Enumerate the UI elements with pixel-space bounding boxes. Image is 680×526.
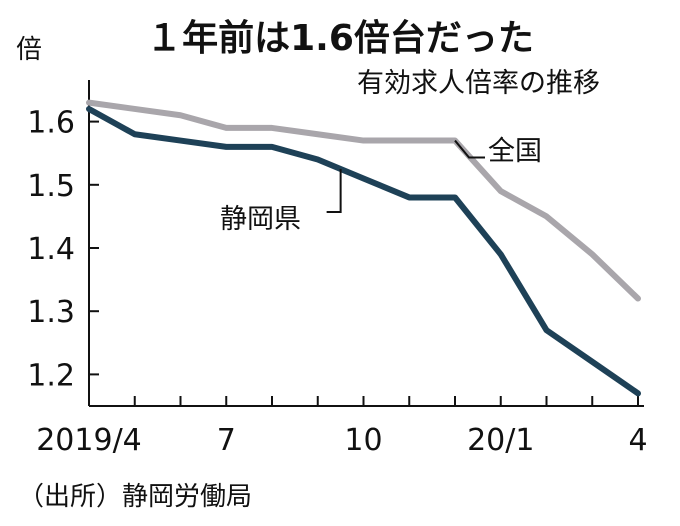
y-tick-label: 1.6 bbox=[27, 106, 75, 141]
y-tick-label: 1.2 bbox=[27, 358, 75, 393]
source-note: （出所）静岡労働局 bbox=[18, 482, 252, 512]
x-tick-label: 4 bbox=[628, 423, 647, 458]
y-tick-label: 1.4 bbox=[27, 232, 75, 267]
shizuoka-series-line bbox=[86, 105, 641, 397]
chart-title: １年前は1.6倍台だった bbox=[146, 18, 534, 59]
x-tick-label: 10 bbox=[344, 423, 382, 458]
x-axis-ticks: 2019/4 7 10 20/1 4 bbox=[36, 396, 648, 458]
national-series-line bbox=[86, 99, 641, 302]
x-tick-label: 2019/4 bbox=[36, 423, 142, 458]
chart-subtitle: 有効求人倍率の推移 bbox=[357, 68, 600, 99]
y-tick-label: 1.5 bbox=[27, 169, 75, 204]
national-leader-line bbox=[454, 139, 485, 159]
y-axis-unit-label: 倍 bbox=[16, 35, 42, 65]
national-series-label: 全国 bbox=[488, 136, 542, 167]
shizuoka-leader-line bbox=[326, 169, 342, 213]
x-tick-label: 20/1 bbox=[467, 423, 534, 458]
x-tick-label: 7 bbox=[217, 423, 236, 458]
y-tick-label: 1.3 bbox=[27, 295, 75, 330]
shizuoka-series-label: 静岡県 bbox=[220, 204, 301, 235]
y-axis-ticks: 1.2 1.3 1.4 1.5 1.6 bbox=[27, 106, 99, 393]
series-layer bbox=[86, 99, 641, 397]
